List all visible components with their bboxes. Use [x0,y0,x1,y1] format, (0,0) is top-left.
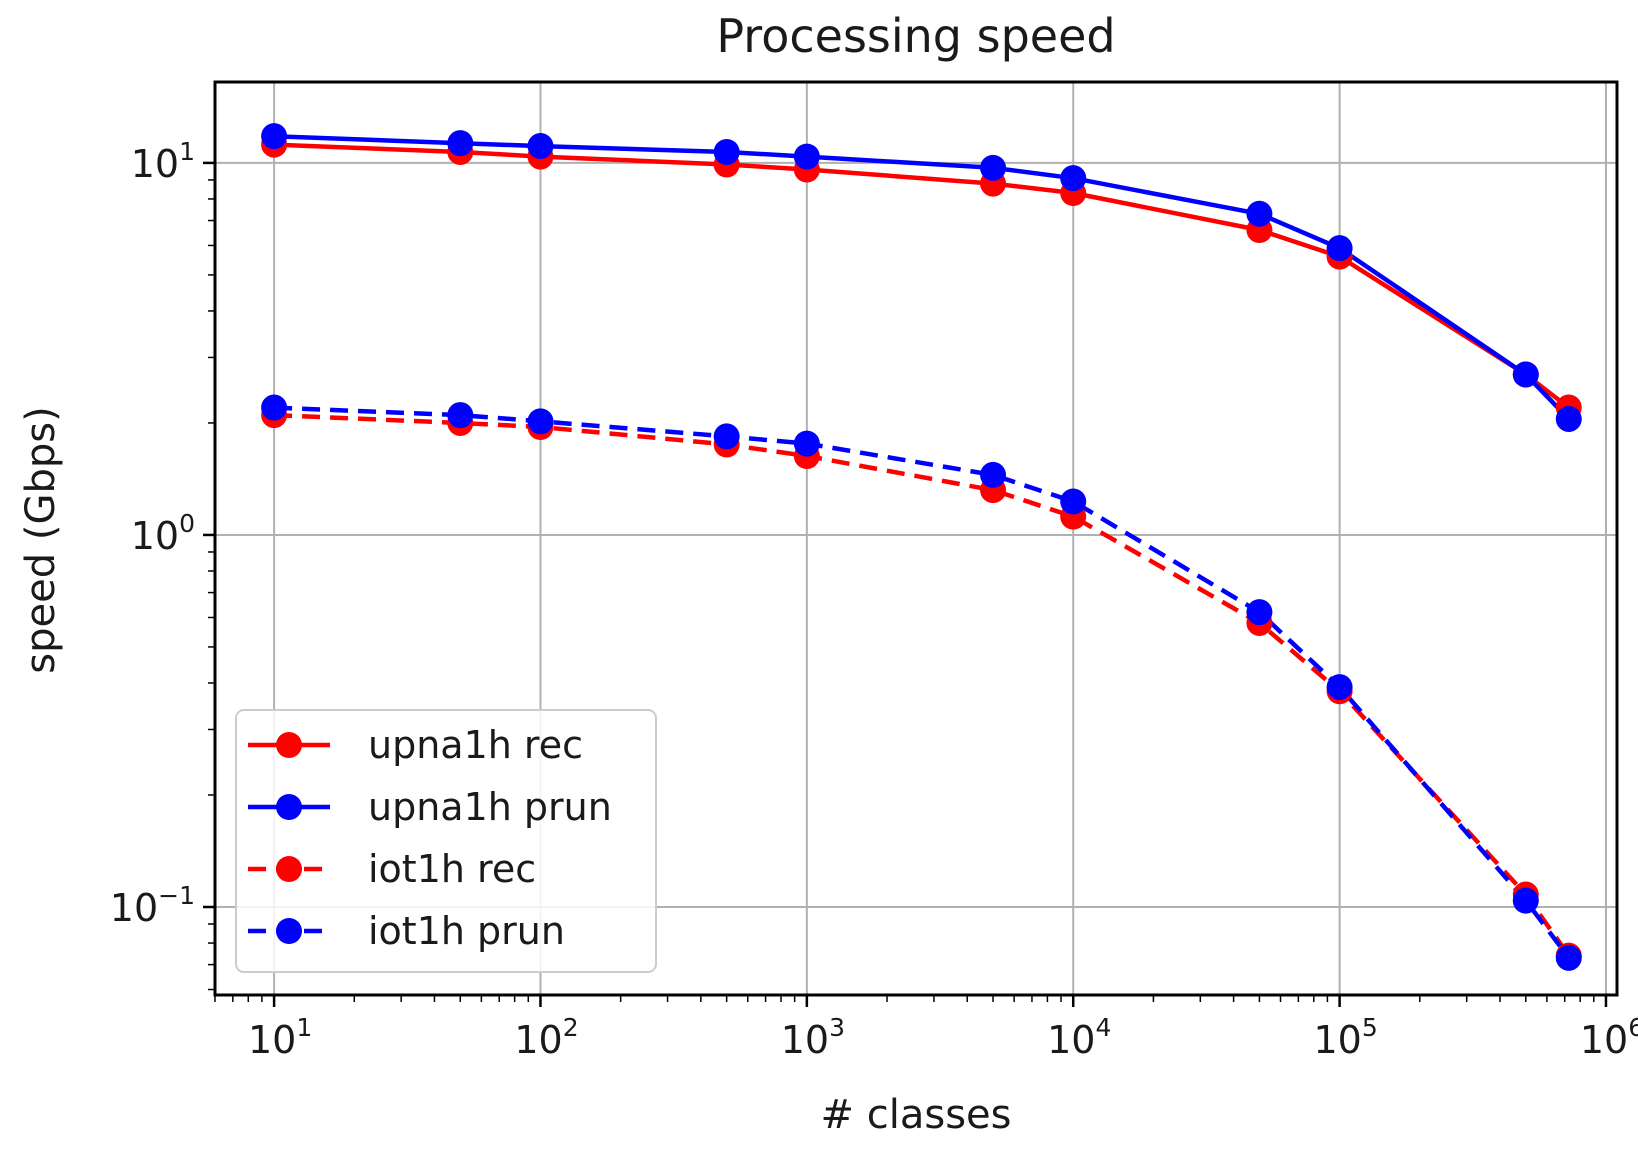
data-point-upna1h-prun [1555,405,1582,432]
data-point-upna1h-prun [261,123,288,150]
data-point-upna1h-prun [713,138,740,165]
data-point-iot1h-prun [1555,944,1582,971]
x-tick-labels: 101 102 103 104 105 106 [248,1013,1638,1062]
legend-marker [276,732,302,758]
data-point-iot1h-prun [1326,674,1353,701]
x-tick-label: 105 [1313,1013,1377,1062]
x-tick-label: 103 [781,1013,845,1062]
x-axis-label: # classes [821,1092,1012,1138]
plot-frame [213,80,1619,997]
y-axis-label: speed (Gbps) [18,406,64,673]
data-point-iot1h-prun [1512,887,1539,914]
y-tick-label-exponent: 1 [179,137,195,166]
data-point-iot1h-prun [793,430,820,457]
data-point-upna1h-prun [527,133,554,160]
legend-label: iot1h rec [368,847,536,891]
y-tick-label-base: 10 [110,886,158,930]
series-line-iot1h-prun [274,405,1571,960]
data-point-iot1h-prun [527,408,554,435]
y-tick-label-exponent: −1 [158,881,195,910]
data-point-upna1h-prun [447,130,474,157]
data-point-upna1h-prun [980,154,1007,181]
legend-label: iot1h prun [368,909,565,953]
series-line-iot1h-rec [274,412,1571,957]
x-tick-label: 101 [248,1013,312,1062]
legend-box [235,709,657,973]
x-tick-label-base: 10 [1313,1018,1361,1062]
tick-marks [203,161,1608,1007]
y-tick-label: 10−1 [110,881,195,930]
x-tick-label-base: 10 [1580,1018,1628,1062]
chart-title: Processing speed [716,9,1115,63]
data-point-upna1h-prun [1326,235,1353,262]
legend-marker [276,918,302,944]
x-tick-label-base: 10 [514,1018,562,1062]
data-point-iot1h-prun [261,394,288,421]
series-markers [261,123,1582,971]
data-point-upna1h-prun [1246,200,1273,227]
legend-marker [276,794,302,820]
data-point-iot1h-prun [1060,488,1087,515]
legend-label: upna1h prun [368,785,612,829]
y-tick-label: 101 [131,137,195,186]
series-line-upna1h-rec [274,142,1571,410]
x-tick-label-exponent: 5 [1362,1013,1378,1042]
legend-marker [276,856,302,882]
legend-label: upna1h rec [368,723,583,767]
data-point-iot1h-prun [447,402,474,429]
y-tick-label-base: 10 [131,142,179,186]
y-tick-label-exponent: 0 [179,509,195,538]
y-tick-label: 100 [131,509,195,558]
x-tick-label-exponent: 3 [829,1013,845,1042]
x-tick-label: 102 [514,1013,578,1062]
data-point-iot1h-prun [713,423,740,450]
data-point-upna1h-prun [1512,361,1539,388]
x-tick-label-exponent: 6 [1628,1013,1638,1042]
x-tick-label-exponent: 1 [296,1013,312,1042]
legend: upna1h rec upna1h prun iot1h rec iot1h prun [235,709,657,973]
y-tick-label-base: 10 [131,514,179,558]
data-point-upna1h-prun [793,143,820,170]
data-point-upna1h-prun [1060,165,1087,192]
data-point-iot1h-prun [980,461,1007,488]
x-tick-label: 106 [1580,1013,1638,1062]
x-tick-label-base: 10 [1047,1018,1095,1062]
x-tick-label-exponent: 4 [1095,1013,1111,1042]
data-point-iot1h-prun [1246,599,1273,626]
x-tick-label-exponent: 2 [563,1013,579,1042]
x-tick-label-base: 10 [781,1018,829,1062]
x-tick-label: 104 [1047,1013,1111,1062]
x-tick-label-base: 10 [248,1018,296,1062]
